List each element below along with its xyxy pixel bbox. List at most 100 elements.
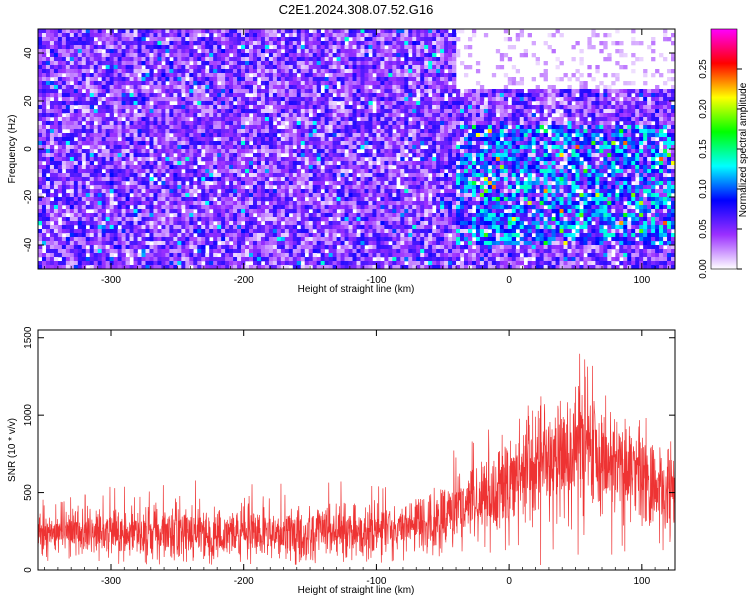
heatmap-cell	[603, 93, 608, 98]
heatmap-cell	[320, 45, 325, 50]
heatmap-cell	[237, 105, 242, 110]
heatmap-cell	[312, 65, 317, 70]
heatmap-cell	[364, 129, 369, 134]
heatmap-cell	[181, 141, 186, 146]
heatmap-cell	[153, 53, 158, 58]
heatmap-cell	[145, 61, 150, 66]
heatmap-cell	[627, 161, 632, 166]
heatmap-cell	[623, 137, 628, 142]
heatmap-cell	[105, 33, 110, 38]
heatmap-cell	[81, 33, 87, 38]
heatmap-cell	[531, 113, 536, 118]
heatmap-cell	[483, 141, 489, 146]
heatmap-cell	[511, 81, 517, 86]
heatmap-cell	[523, 173, 528, 178]
heatmap-cell	[117, 85, 122, 90]
heatmap-cell	[97, 149, 102, 154]
heatmap-cell	[635, 97, 640, 102]
heatmap-cell	[611, 133, 616, 138]
heatmap-cell	[535, 149, 540, 154]
heatmap-cell	[145, 29, 150, 34]
heatmap-cell	[85, 33, 91, 38]
heatmap-cell	[511, 169, 517, 174]
heatmap-cell	[320, 173, 325, 178]
heatmap-cell	[241, 117, 246, 122]
heatmap-cell	[53, 117, 59, 122]
heatmap-cell	[539, 101, 544, 106]
heatmap-cell	[344, 73, 349, 78]
heatmap-cell	[237, 153, 242, 158]
heatmap-cell	[555, 169, 560, 174]
heatmap-cell	[73, 129, 79, 134]
heatmap-cell	[595, 89, 600, 94]
heatmap-cell	[384, 73, 389, 78]
heatmap-cell	[260, 145, 266, 150]
heatmap-cell	[460, 101, 465, 106]
heatmap-cell	[651, 57, 656, 62]
heatmap-cell	[149, 137, 154, 142]
heatmap-cell	[145, 161, 150, 166]
heatmap-cell	[268, 61, 274, 66]
heatmap-cell	[671, 113, 675, 118]
heatmap-cell	[360, 121, 365, 126]
heatmap-cell	[93, 169, 99, 174]
heatmap-cell	[448, 169, 453, 174]
heatmap-cell	[280, 93, 286, 98]
heatmap-cell	[49, 173, 55, 178]
heatmap-cell	[225, 33, 230, 38]
heatmap-cell	[444, 53, 449, 58]
heatmap-cell	[380, 145, 385, 150]
heatmap-cell	[229, 105, 234, 110]
heatmap-cell	[452, 29, 457, 34]
heatmap-cell	[221, 77, 226, 82]
heatmap-cell	[487, 149, 493, 154]
heatmap-cell	[121, 69, 126, 74]
heatmap-cell	[45, 157, 51, 162]
heatmap-cell	[141, 73, 146, 78]
heatmap-cell	[209, 117, 214, 122]
heatmap-cell	[189, 73, 194, 78]
heatmap-cell	[109, 77, 114, 82]
heatmap-cell	[320, 105, 325, 110]
heatmap-cell	[452, 65, 457, 70]
heatmap-cell	[336, 41, 341, 46]
heatmap-cell	[117, 141, 122, 146]
heatmap-cell	[631, 169, 636, 174]
heatmap-cell	[201, 165, 206, 170]
heatmap-cell	[563, 121, 568, 126]
heatmap-cell	[432, 41, 437, 46]
heatmap-cell	[161, 125, 166, 130]
heatmap-cell	[615, 117, 620, 122]
heatmap-cell	[205, 137, 210, 142]
heatmap-cell	[380, 53, 385, 58]
heatmap-cell	[392, 29, 397, 34]
heatmap-cell	[408, 129, 413, 134]
heatmap-cell	[41, 149, 47, 154]
heatmap-cell	[332, 49, 337, 54]
heatmap-cell	[89, 101, 95, 106]
heatmap-cell	[260, 53, 266, 58]
heatmap-cell	[300, 149, 306, 154]
heatmap-cell	[519, 93, 525, 98]
heatmap-cell	[316, 85, 321, 90]
heatmap-cell	[400, 149, 405, 154]
heatmap-cell	[229, 29, 234, 34]
heatmap-cell	[121, 49, 126, 54]
heatmap-cell	[583, 85, 588, 90]
heatmap-cell	[324, 129, 329, 134]
heatmap-cell	[57, 77, 63, 82]
heatmap-cell	[491, 149, 497, 154]
heatmap-cell	[233, 125, 238, 130]
heatmap-cell	[356, 81, 361, 86]
heatmap-cell	[193, 57, 198, 62]
heatmap-cell	[595, 101, 600, 106]
heatmap-cell	[81, 49, 87, 54]
heatmap-cell	[396, 41, 401, 46]
heatmap-cell	[364, 61, 369, 66]
heatmap-cell	[209, 153, 214, 158]
heatmap-cell	[316, 77, 321, 82]
heatmap-cell	[356, 49, 361, 54]
heatmap-cell	[595, 33, 600, 38]
heatmap-cell	[61, 93, 67, 98]
heatmap-cell	[173, 141, 178, 146]
